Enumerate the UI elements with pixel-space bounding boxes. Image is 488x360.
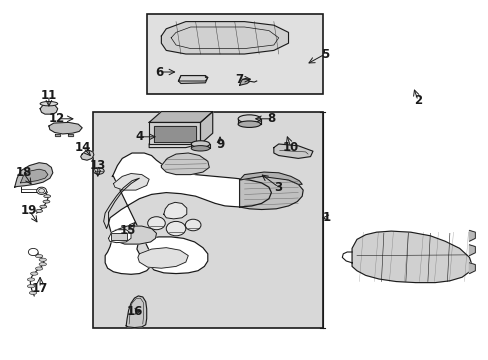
Ellipse shape bbox=[36, 267, 43, 270]
Text: 3: 3 bbox=[274, 181, 282, 194]
Text: 16: 16 bbox=[126, 305, 142, 318]
Polygon shape bbox=[154, 126, 195, 142]
Polygon shape bbox=[178, 76, 207, 84]
Text: 15: 15 bbox=[120, 224, 136, 237]
Polygon shape bbox=[40, 104, 58, 114]
Ellipse shape bbox=[44, 195, 51, 198]
Polygon shape bbox=[15, 163, 53, 187]
Ellipse shape bbox=[191, 146, 209, 151]
Polygon shape bbox=[108, 230, 131, 243]
Polygon shape bbox=[149, 112, 212, 122]
Text: 13: 13 bbox=[89, 159, 106, 172]
Polygon shape bbox=[113, 174, 149, 190]
Ellipse shape bbox=[43, 200, 50, 203]
Polygon shape bbox=[178, 76, 207, 81]
Text: 8: 8 bbox=[267, 112, 275, 125]
Polygon shape bbox=[138, 248, 188, 268]
Ellipse shape bbox=[93, 168, 104, 174]
Ellipse shape bbox=[36, 255, 43, 258]
Text: 7: 7 bbox=[235, 73, 243, 86]
Text: 10: 10 bbox=[282, 141, 299, 154]
Polygon shape bbox=[112, 226, 156, 244]
Polygon shape bbox=[468, 245, 474, 256]
Text: 19: 19 bbox=[21, 204, 38, 217]
Ellipse shape bbox=[39, 258, 46, 261]
Text: 2: 2 bbox=[413, 94, 421, 107]
Text: 12: 12 bbox=[49, 112, 65, 125]
Ellipse shape bbox=[40, 102, 58, 106]
Bar bbox=[111, 233, 127, 240]
Polygon shape bbox=[239, 78, 249, 85]
Bar bbox=[146, 14, 322, 94]
Ellipse shape bbox=[36, 210, 42, 212]
Ellipse shape bbox=[41, 191, 47, 194]
Text: 18: 18 bbox=[15, 166, 32, 179]
Circle shape bbox=[185, 219, 201, 231]
Polygon shape bbox=[468, 230, 474, 241]
Polygon shape bbox=[161, 153, 209, 175]
Polygon shape bbox=[20, 169, 48, 183]
Polygon shape bbox=[49, 122, 82, 134]
Polygon shape bbox=[81, 150, 94, 160]
Polygon shape bbox=[68, 134, 73, 136]
Ellipse shape bbox=[27, 278, 35, 281]
Ellipse shape bbox=[238, 115, 260, 123]
Ellipse shape bbox=[238, 121, 260, 127]
Polygon shape bbox=[161, 22, 288, 54]
Ellipse shape bbox=[29, 291, 37, 294]
Circle shape bbox=[166, 221, 185, 236]
Polygon shape bbox=[105, 153, 271, 274]
Text: 14: 14 bbox=[75, 141, 91, 154]
Text: 1: 1 bbox=[322, 211, 330, 224]
Polygon shape bbox=[191, 144, 209, 148]
Text: 9: 9 bbox=[216, 138, 224, 150]
Text: 6: 6 bbox=[155, 66, 163, 78]
Polygon shape bbox=[273, 144, 312, 158]
Text: 17: 17 bbox=[32, 282, 48, 294]
Polygon shape bbox=[126, 296, 146, 328]
Polygon shape bbox=[238, 119, 260, 124]
Ellipse shape bbox=[30, 272, 38, 275]
Ellipse shape bbox=[40, 205, 47, 208]
Circle shape bbox=[147, 217, 165, 230]
Circle shape bbox=[39, 189, 44, 193]
Ellipse shape bbox=[31, 252, 39, 255]
Circle shape bbox=[37, 187, 46, 194]
Polygon shape bbox=[149, 122, 200, 144]
Polygon shape bbox=[468, 263, 474, 274]
Polygon shape bbox=[200, 112, 212, 144]
Polygon shape bbox=[239, 176, 303, 210]
Polygon shape bbox=[55, 134, 60, 136]
Ellipse shape bbox=[39, 263, 46, 266]
Polygon shape bbox=[351, 231, 471, 283]
Text: 5: 5 bbox=[321, 48, 328, 60]
Polygon shape bbox=[163, 202, 186, 219]
Text: 11: 11 bbox=[41, 89, 57, 102]
Bar bbox=[93, 112, 322, 328]
Polygon shape bbox=[239, 172, 302, 184]
Text: 4: 4 bbox=[135, 130, 143, 143]
Ellipse shape bbox=[191, 141, 209, 147]
Circle shape bbox=[28, 248, 38, 256]
Ellipse shape bbox=[27, 284, 35, 288]
Polygon shape bbox=[103, 178, 139, 229]
